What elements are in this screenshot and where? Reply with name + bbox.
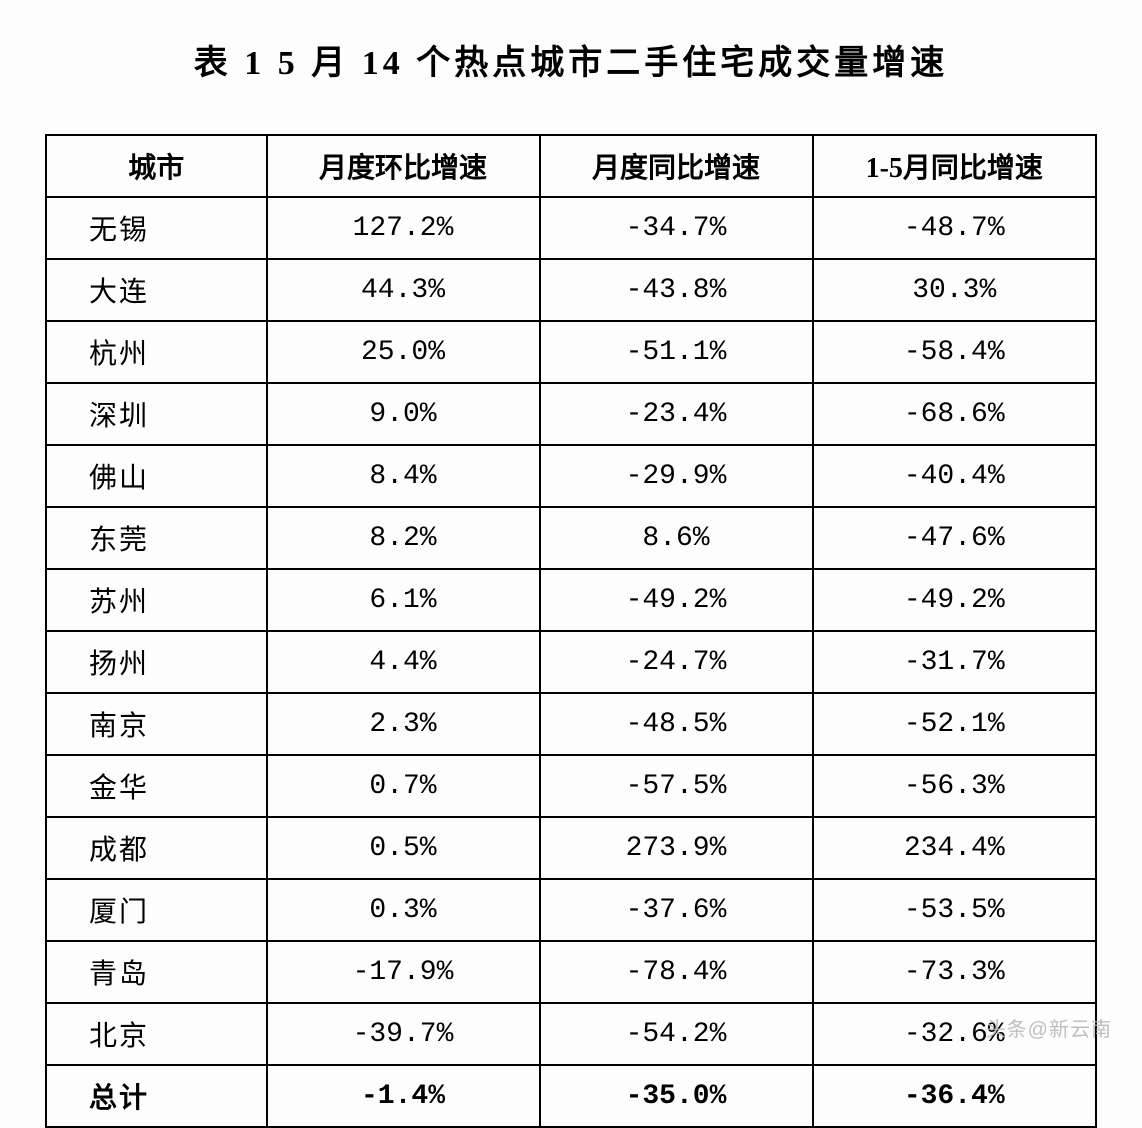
cell-mom: -39.7% bbox=[267, 1003, 540, 1065]
cell-mom: 0.3% bbox=[267, 879, 540, 941]
table-row: 无锡127.2%-34.7%-48.7% bbox=[46, 197, 1096, 259]
cell-city: 南京 bbox=[46, 693, 267, 755]
cell-ytd: -56.3% bbox=[813, 755, 1097, 817]
cell-yoy: -78.4% bbox=[540, 941, 813, 1003]
table-row: 北京-39.7%-54.2%-32.6% bbox=[46, 1003, 1096, 1065]
cell-yoy: 273.9% bbox=[540, 817, 813, 879]
cell-ytd: -73.3% bbox=[813, 941, 1097, 1003]
cell-ytd: -40.4% bbox=[813, 445, 1097, 507]
table-row: 大连44.3%-43.8%30.3% bbox=[46, 259, 1096, 321]
cell-mom: 44.3% bbox=[267, 259, 540, 321]
cell-ytd: -47.6% bbox=[813, 507, 1097, 569]
cell-mom: 25.0% bbox=[267, 321, 540, 383]
cell-yoy: -54.2% bbox=[540, 1003, 813, 1065]
table-row: 南京2.3%-48.5%-52.1% bbox=[46, 693, 1096, 755]
cell-city: 无锡 bbox=[46, 197, 267, 259]
col-header-yoy: 月度同比增速 bbox=[540, 135, 813, 197]
cell-city: 成都 bbox=[46, 817, 267, 879]
cell-city: 厦门 bbox=[46, 879, 267, 941]
cell-ytd: -68.6% bbox=[813, 383, 1097, 445]
cell-ytd: -53.5% bbox=[813, 879, 1097, 941]
cell-total-ytd: -36.4% bbox=[813, 1065, 1097, 1127]
cell-yoy: -43.8% bbox=[540, 259, 813, 321]
table-row: 东莞8.2%8.6%-47.6% bbox=[46, 507, 1096, 569]
table-total-row: 总计-1.4%-35.0%-36.4% bbox=[46, 1065, 1096, 1127]
cell-yoy: -49.2% bbox=[540, 569, 813, 631]
cell-total-yoy: -35.0% bbox=[540, 1065, 813, 1127]
cell-ytd: -48.7% bbox=[813, 197, 1097, 259]
watermark-text: 头条@新云南 bbox=[986, 1013, 1112, 1042]
cell-mom: 2.3% bbox=[267, 693, 540, 755]
cell-city: 扬州 bbox=[46, 631, 267, 693]
cell-yoy: -34.7% bbox=[540, 197, 813, 259]
cell-ytd: -52.1% bbox=[813, 693, 1097, 755]
cell-mom: 0.7% bbox=[267, 755, 540, 817]
table-row: 扬州4.4%-24.7%-31.7% bbox=[46, 631, 1096, 693]
cell-yoy: -29.9% bbox=[540, 445, 813, 507]
cell-city: 苏州 bbox=[46, 569, 267, 631]
cell-city: 青岛 bbox=[46, 941, 267, 1003]
cell-mom: 9.0% bbox=[267, 383, 540, 445]
cell-yoy: -24.7% bbox=[540, 631, 813, 693]
cell-mom: 0.5% bbox=[267, 817, 540, 879]
cell-city: 深圳 bbox=[46, 383, 267, 445]
cell-yoy: -51.1% bbox=[540, 321, 813, 383]
cell-mom: 6.1% bbox=[267, 569, 540, 631]
col-header-ytd: 1-5月同比增速 bbox=[813, 135, 1097, 197]
cell-mom: 8.2% bbox=[267, 507, 540, 569]
cell-city: 东莞 bbox=[46, 507, 267, 569]
cell-yoy: -48.5% bbox=[540, 693, 813, 755]
cell-city: 大连 bbox=[46, 259, 267, 321]
cell-total-label: 总计 bbox=[46, 1065, 267, 1127]
cell-yoy: 8.6% bbox=[540, 507, 813, 569]
cell-city: 北京 bbox=[46, 1003, 267, 1065]
cell-city: 佛山 bbox=[46, 445, 267, 507]
cell-ytd: -31.7% bbox=[813, 631, 1097, 693]
table-title: 表 1 5 月 14 个热点城市二手住宅成交量增速 bbox=[45, 35, 1097, 84]
table-row: 杭州25.0%-51.1%-58.4% bbox=[46, 321, 1096, 383]
col-header-city: 城市 bbox=[46, 135, 267, 197]
cell-city: 金华 bbox=[46, 755, 267, 817]
growth-table: 城市 月度环比增速 月度同比增速 1-5月同比增速 无锡127.2%-34.7%… bbox=[45, 134, 1097, 1128]
col-header-mom: 月度环比增速 bbox=[267, 135, 540, 197]
table-row: 金华0.7%-57.5%-56.3% bbox=[46, 755, 1096, 817]
cell-yoy: -23.4% bbox=[540, 383, 813, 445]
table-row: 青岛-17.9%-78.4%-73.3% bbox=[46, 941, 1096, 1003]
cell-total-mom: -1.4% bbox=[267, 1065, 540, 1127]
cell-mom: 4.4% bbox=[267, 631, 540, 693]
cell-ytd: 30.3% bbox=[813, 259, 1097, 321]
table-row: 成都0.5%273.9%234.4% bbox=[46, 817, 1096, 879]
table-row: 苏州6.1%-49.2%-49.2% bbox=[46, 569, 1096, 631]
cell-city: 杭州 bbox=[46, 321, 267, 383]
cell-yoy: -37.6% bbox=[540, 879, 813, 941]
cell-mom: 8.4% bbox=[267, 445, 540, 507]
cell-mom: 127.2% bbox=[267, 197, 540, 259]
table-row: 深圳9.0%-23.4%-68.6% bbox=[46, 383, 1096, 445]
cell-mom: -17.9% bbox=[267, 941, 540, 1003]
cell-ytd: -49.2% bbox=[813, 569, 1097, 631]
table-header-row: 城市 月度环比增速 月度同比增速 1-5月同比增速 bbox=[46, 135, 1096, 197]
cell-ytd: 234.4% bbox=[813, 817, 1097, 879]
table-row: 厦门0.3%-37.6%-53.5% bbox=[46, 879, 1096, 941]
cell-yoy: -57.5% bbox=[540, 755, 813, 817]
table-row: 佛山8.4%-29.9%-40.4% bbox=[46, 445, 1096, 507]
cell-ytd: -58.4% bbox=[813, 321, 1097, 383]
